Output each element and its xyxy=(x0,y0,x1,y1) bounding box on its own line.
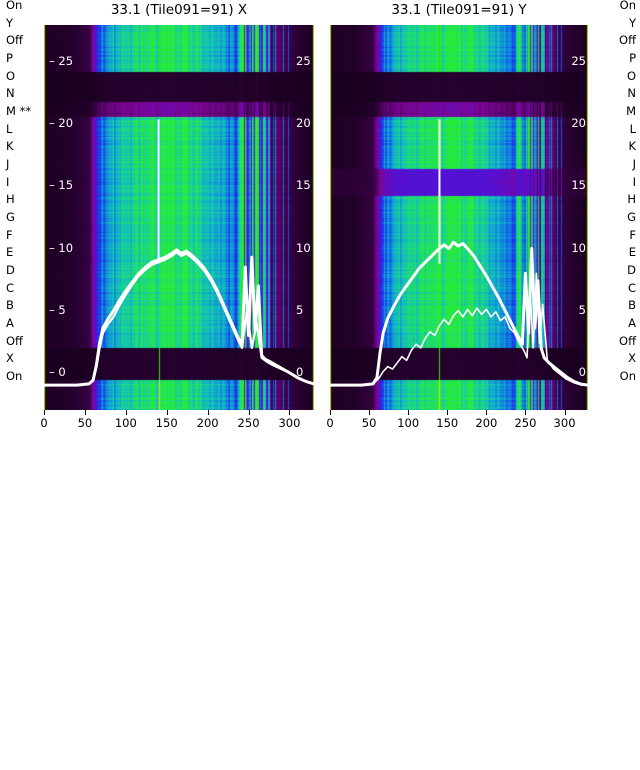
y-category-label: J xyxy=(632,157,636,171)
y-category-label: K xyxy=(6,139,14,154)
y-category-label: On xyxy=(619,0,636,12)
y-category-label: H xyxy=(6,192,15,207)
y-category-label: On xyxy=(6,0,23,12)
trace-overlay-left xyxy=(44,119,314,387)
panel-title-left: 33.1 (Tile091=91) X xyxy=(110,2,248,18)
y-category-label: H xyxy=(627,192,636,207)
y-category-label: I xyxy=(6,174,10,189)
y-category-label: G xyxy=(627,210,636,224)
y-category-label: A xyxy=(628,316,636,330)
y-category-label: E xyxy=(6,245,14,260)
y-category-label: F xyxy=(6,227,13,242)
trace-overlay-right xyxy=(330,119,588,387)
data-trace xyxy=(44,248,314,387)
y-category-label: C xyxy=(6,280,15,295)
y-category-label: B xyxy=(6,298,14,313)
y-category-label: D xyxy=(627,263,636,277)
figure-root: 33.1 (Tile091=91) X 33.1 (Tile091=91) Y … xyxy=(0,0,636,440)
y-category-label: C xyxy=(627,280,636,295)
y-category-label: M ** xyxy=(6,104,32,118)
y-category-label: K xyxy=(628,139,636,154)
y-category-label: On xyxy=(6,369,23,383)
data-trace xyxy=(44,251,314,387)
y-category-label: D xyxy=(6,263,15,277)
y-category-label: Off xyxy=(6,33,23,48)
heatmap-canvas-right xyxy=(330,25,588,410)
y-category-label: G xyxy=(6,210,15,224)
data-trace xyxy=(330,240,588,387)
y-category-label: A xyxy=(6,316,14,330)
y-category-label: Y xyxy=(6,15,14,30)
x-axis-left: 0 50 100 150 200 250 300 xyxy=(40,410,314,440)
y-category-label: L xyxy=(6,121,13,136)
y-category-label: I xyxy=(632,174,636,189)
y-axis-categories-right: On Y Off P O N M ** L K J I H G F E D C B A Off X On xyxy=(0,0,48,770)
x-axis-right: 0 50 100 150 200 250 300 xyxy=(326,410,588,440)
y-category-label: L xyxy=(629,121,636,136)
y-category-label: Off xyxy=(619,33,636,48)
heatmap-canvas-left xyxy=(44,25,314,410)
y-category-label: N xyxy=(627,86,636,101)
data-trace xyxy=(330,272,588,386)
y-category-label: X xyxy=(628,351,636,366)
y-category-label: O xyxy=(626,68,636,83)
y-category-label: B xyxy=(628,298,636,313)
y-category-label: Off xyxy=(619,333,636,348)
y-category-label: P xyxy=(629,51,636,65)
heatmap-panel-right[interactable]: 25 20 15 10 5 0 xyxy=(330,25,588,410)
y-category-label: On xyxy=(619,369,636,383)
y-category-label: Y xyxy=(628,15,636,30)
y-category-label: M xyxy=(626,104,636,118)
y-category-label: J xyxy=(6,157,10,171)
y-category-label: X xyxy=(6,351,14,366)
y-category-label: Off xyxy=(6,333,23,348)
y-category-label: F xyxy=(629,227,636,242)
y-category-label: O xyxy=(6,68,16,83)
heatmap-panel-left[interactable]: – 25– 20– 15– 10– 5– 0 25 20 15 10 5 0 xyxy=(44,25,314,410)
y-category-label: N xyxy=(6,86,15,101)
y-category-label: E xyxy=(628,245,636,260)
panel-title-right: 33.1 (Tile091=91) Y xyxy=(391,2,527,18)
y-category-label: P xyxy=(6,51,13,65)
